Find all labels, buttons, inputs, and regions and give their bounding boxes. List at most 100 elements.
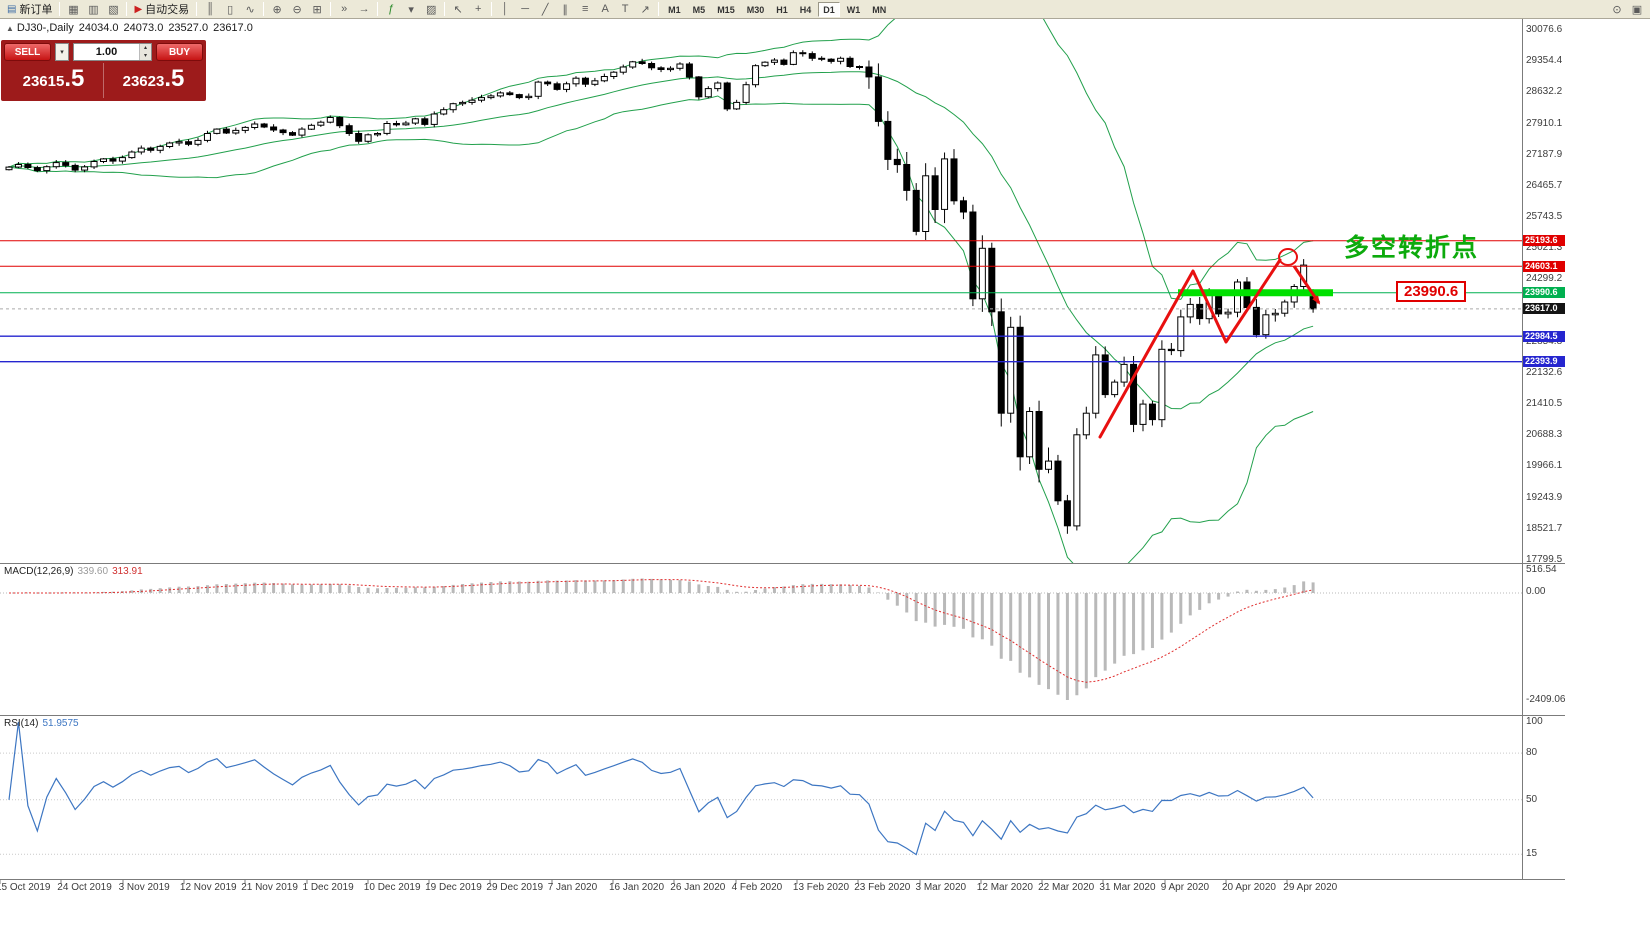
chart-shift-icon[interactable]: → <box>358 3 370 15</box>
timeframe-h1-button[interactable]: H1 <box>776 4 788 15</box>
chart-ohlc-line: ▲ DJ30-,Daily 24034.0 24073.0 23527.0 23617.0 <box>6 22 258 34</box>
buy-price-main: 23623 <box>122 73 165 90</box>
terminal-icon[interactable]: ▧ <box>108 3 119 16</box>
bar-chart-icon[interactable]: ║ <box>206 3 215 15</box>
horizontal-line-icon[interactable]: ─ <box>521 3 530 15</box>
rsi-axis-label: 15 <box>1526 848 1538 859</box>
timeframe-m1-button[interactable]: M1 <box>668 4 681 15</box>
volume-up-button[interactable]: ▴ <box>140 44 151 52</box>
macd-indicator-label: MACD(12,26,9) 339.60 313.91 <box>4 566 143 577</box>
price-tag-25193.6: 25193.6 <box>1523 235 1565 246</box>
macd-axis-label: -2409.06 <box>1526 694 1566 705</box>
candlestick-chart-icon[interactable]: ▯ <box>227 3 234 16</box>
date-label: 10 Dec 2019 <box>363 882 421 893</box>
sell-price-main: 23615 <box>22 73 65 90</box>
price-axis-label: 26465.7 <box>1526 180 1563 191</box>
new-order-icon: ▤ <box>7 3 17 15</box>
price-level-label-box[interactable]: 23990.6 <box>1396 281 1467 302</box>
text-label-icon[interactable]: T <box>621 3 629 15</box>
volume-dropdown[interactable]: ▾ <box>55 43 69 61</box>
new-order-button-label: 新订单 <box>19 4 53 16</box>
toolbar-separator <box>263 2 265 16</box>
chart-plot-area[interactable] <box>0 19 1522 563</box>
bollinger-lower <box>8 95 1314 564</box>
autotrading-icon: ▶ <box>134 3 143 15</box>
one-click-panel-toggle[interactable]: ▲ <box>6 24 14 33</box>
equidistant-channel-icon[interactable]: ∥ <box>562 3 568 16</box>
date-label: 24 Oct 2019 <box>57 882 112 893</box>
ohlc-high: 24073.0 <box>123 22 164 34</box>
magnifier-icon[interactable]: ⊙ <box>1612 3 1622 16</box>
rsi-axis-label: 80 <box>1526 747 1538 758</box>
timeframe-m30-button[interactable]: M30 <box>746 4 765 15</box>
toolbar-separator <box>491 2 493 16</box>
toolbar: ▤ 新订单 ▦ ▥ ▧ ▶ 自动交易 ║ ▯ ∿ ⊕ ⊖ ⊞ » → ƒ ▾ ▨ ↖ + │ ─ ╱ ∥ ≡ A T ↗ M1 M5 M15… <box>0 0 1650 19</box>
zoom-out-icon[interactable]: ⊖ <box>292 3 302 16</box>
ohlc-open: 24034.0 <box>78 22 119 34</box>
date-axis: 15 Oct 2019 24 Oct 2019 3 Nov 2019 12 Nov 2… <box>0 880 1522 896</box>
sell-price[interactable]: 23615.5 <box>4 63 104 98</box>
new-order-button[interactable]: ▤ 新订单 <box>3 1 56 17</box>
one-click-trading-panel: SELL ▾ ▴ ▾ BUY 23615.5 23623.5 <box>1 40 206 101</box>
price-tag-23617.0: 23617.0 <box>1523 303 1565 314</box>
timeframe-d1-button[interactable]: D1 <box>818 1 840 17</box>
date-label: 13 Feb 2020 <box>792 882 850 893</box>
sell-button[interactable]: SELL <box>4 43 51 61</box>
zoom-in-icon[interactable]: ⊕ <box>272 3 282 16</box>
rsi-axis-label: 50 <box>1526 794 1538 805</box>
fibonacci-icon[interactable]: ≡ <box>581 3 589 15</box>
peak-circle[interactable] <box>1278 248 1298 266</box>
rsi-panel-layer <box>0 721 1522 856</box>
text-icon[interactable]: A <box>601 3 609 15</box>
down-arrow[interactable] <box>1292 265 1321 305</box>
market-watch-icon[interactable]: ▦ <box>68 3 79 16</box>
cursor-icon[interactable]: ↖ <box>453 3 463 16</box>
volume-input[interactable] <box>74 44 139 60</box>
date-label: 9 Apr 2020 <box>1160 882 1210 893</box>
price-axis-label: 27910.1 <box>1526 118 1563 129</box>
toolbar-separator <box>330 2 332 16</box>
timeframe-m15-button[interactable]: M15 <box>717 4 735 15</box>
arrow-objects-icon[interactable]: ↗ <box>640 3 650 16</box>
price-axis-label: 17799.5 <box>1526 554 1563 565</box>
crosshair-icon[interactable]: + <box>474 3 482 15</box>
toolbar-separator <box>59 2 61 16</box>
date-label: 3 Mar 2020 <box>915 882 967 893</box>
date-label: 4 Feb 2020 <box>731 882 783 893</box>
price-tag-22984.5: 22984.5 <box>1523 331 1565 342</box>
price-axis-label: 18521.7 <box>1526 523 1563 534</box>
indicators-icon[interactable]: ƒ <box>388 3 395 15</box>
volume-down-button[interactable]: ▾ <box>140 52 151 60</box>
timeframe-h4-button[interactable]: H4 <box>799 4 812 15</box>
buy-button[interactable]: BUY <box>156 43 203 61</box>
templates-icon[interactable]: ▨ <box>425 3 437 16</box>
auto-scroll-icon[interactable]: » <box>341 3 348 15</box>
trend-zigzag-line[interactable] <box>1098 258 1282 439</box>
ohlc-low: 23527.0 <box>168 22 209 34</box>
vertical-line-icon[interactable]: │ <box>501 3 509 15</box>
navigator-icon[interactable]: ▥ <box>88 3 99 16</box>
autotrading-button[interactable]: ▶ 自动交易 <box>130 1 193 17</box>
macd-signal-value: 313.91 <box>112 566 143 577</box>
price-axis-label: 25021.3 <box>1526 242 1563 253</box>
timeframe-mn-button[interactable]: MN <box>872 4 887 15</box>
volume-spinner: ▴ ▾ <box>139 44 151 60</box>
trend-drawings[interactable] <box>1098 248 1333 439</box>
macd-signal-line <box>9 579 1314 683</box>
timeframe-m5-button[interactable]: M5 <box>692 4 706 15</box>
date-label: 16 Jan 2020 <box>609 882 665 893</box>
trendline-icon[interactable]: ╱ <box>541 3 549 16</box>
price-axis-label: 27187.9 <box>1526 149 1563 160</box>
autotrading-button-label: 自动交易 <box>145 4 190 16</box>
periods-dropdown-icon[interactable]: ▾ <box>408 3 414 16</box>
line-chart-icon[interactable]: ∿ <box>245 3 255 16</box>
turning-point-annotation[interactable]: 多空转折点 <box>1344 234 1480 262</box>
price-axis-label: 30076.6 <box>1526 24 1563 35</box>
buy-price[interactable]: 23623.5 <box>104 63 203 98</box>
date-label: 7 Jan 2020 <box>547 882 598 893</box>
rsi-indicator-label: RSI(14) 51.9575 <box>4 718 79 729</box>
timeframe-w1-button[interactable]: W1 <box>846 4 861 15</box>
tile-windows-icon[interactable]: ⊞ <box>312 3 322 16</box>
date-label: 15 Oct 2019 <box>0 882 51 893</box>
window-layout-icon[interactable]: ▣ <box>1631 3 1643 16</box>
